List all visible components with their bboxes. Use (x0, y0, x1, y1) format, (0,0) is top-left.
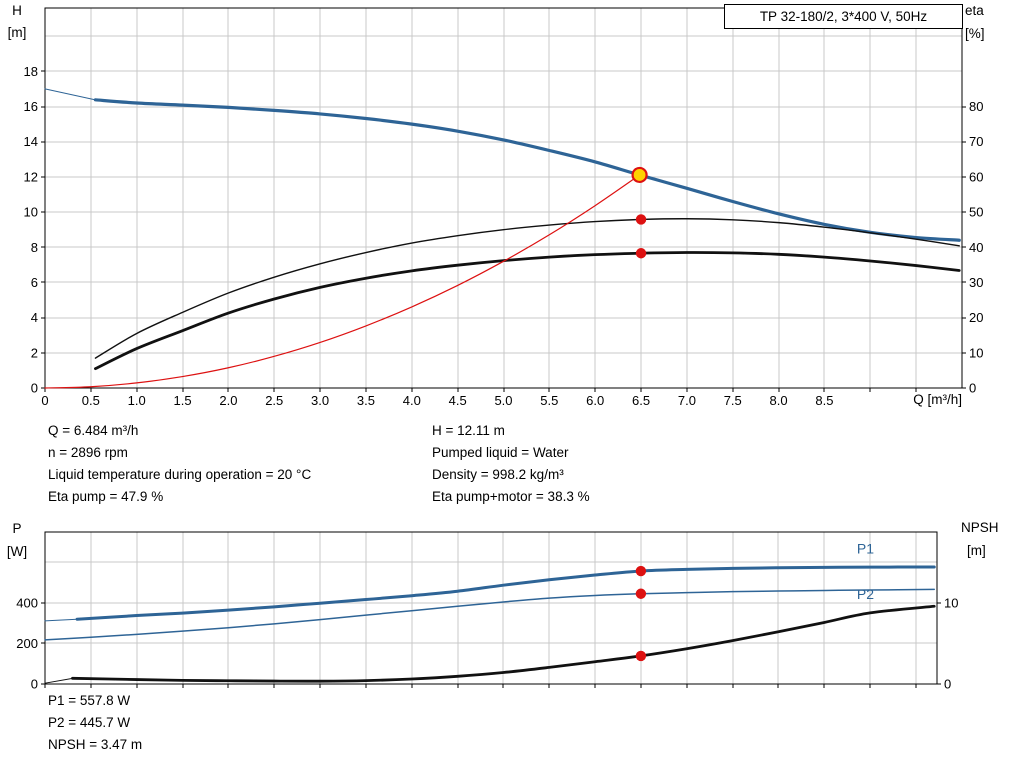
eta-pump-value: Eta pump = 47.9 % (48, 489, 164, 504)
x-tick-label: 4.0 (403, 393, 421, 408)
npsh-axis-unit: [m] (967, 543, 986, 558)
eta-pump-motor-value: Eta pump+motor = 38.3 % (432, 489, 590, 504)
left-tick-label: 6 (31, 275, 38, 290)
speed-value: n = 2896 rpm (48, 445, 128, 460)
right-tick-label: 10 (944, 596, 958, 611)
x-tick-label: 8.5 (815, 393, 833, 408)
right-tick-label: 60 (969, 169, 983, 184)
left-tick-label: 400 (16, 595, 38, 610)
head-value: H = 12.11 m (432, 423, 505, 438)
left-tick-label: 10 (24, 205, 38, 220)
x-tick-label: 7.5 (724, 393, 742, 408)
x-tick-label: 2.0 (219, 393, 237, 408)
x-tick-label: 4.5 (449, 393, 467, 408)
gridlines (45, 532, 937, 684)
duty-point-marker (631, 166, 648, 184)
p2-curve (44, 588, 935, 641)
x-tick-label: 0.5 (82, 393, 100, 408)
tick-labels: 0 200 400 0 10 (16, 595, 958, 691)
left-tick-label: 8 (31, 240, 38, 255)
q-axis-title: Q [m³/h] (913, 392, 962, 407)
npsh-value: NPSH = 3.47 m (48, 737, 143, 752)
right-tick-label: 20 (969, 310, 983, 325)
right-tick-label: 50 (969, 205, 983, 220)
p1-point-marker (635, 565, 647, 577)
x-tick-label: 7.0 (678, 393, 696, 408)
operating-data-left: Q = 6.484 m³/h n = 2896 rpm Liquid tempe… (48, 420, 311, 508)
power-npsh-results: P1 = 557.8 W P2 = 445.7 W NPSH = 3.47 m (48, 690, 142, 756)
load-curve-curve (44, 174, 641, 389)
left-tick-label: 16 (24, 99, 38, 114)
x-tick-label: 3.0 (311, 393, 329, 408)
left-tick-label: 0 (31, 381, 38, 396)
liquid-temperature-value: Liquid temperature during operation = 20… (48, 467, 312, 482)
plot-border (44, 7, 963, 389)
h-axis-title: H (12, 3, 22, 18)
left-tick-label: 200 (16, 636, 38, 651)
axis-ticks (41, 602, 941, 688)
x-tick-label: 5.0 (494, 393, 512, 408)
p1-curve (75, 565, 936, 621)
eta-pump-motor-curve (94, 251, 961, 371)
x-tick-label: 6.5 (632, 393, 650, 408)
left-tick-label: 2 (31, 345, 38, 360)
pump-title-box: TP 32-180/2, 3*400 V, 50Hz (724, 4, 963, 29)
p2-label: P2 (857, 586, 874, 602)
left-tick-label: 14 (24, 134, 38, 149)
right-tick-label: 30 (969, 275, 983, 290)
eta-axis-title: eta (965, 3, 984, 18)
npsh-curve (71, 604, 936, 683)
left-tick-label: 4 (31, 310, 38, 325)
tick-labels: 0 0.5 1.0 1.5 2.0 2.5 3.0 3.5 4.0 4.5 5.0 5.5 6.0 6.5… (24, 64, 984, 408)
axis-ticks (41, 70, 966, 392)
right-tick-label: 80 (969, 99, 983, 114)
x-tick-label: 0 (41, 393, 48, 408)
right-tick-label: 10 (969, 345, 983, 360)
x-tick-label: 1.5 (174, 393, 192, 408)
right-tick-label: 70 (969, 134, 983, 149)
npsh-lead-curve (44, 677, 74, 684)
p-axis-unit: [W] (6, 544, 28, 559)
left-tick-label: 18 (24, 64, 38, 79)
eta-pump-motor-point-marker (635, 248, 647, 259)
p2-point-marker (635, 588, 647, 599)
eta-pump-point-marker (635, 214, 647, 225)
x-tick-label: 5.5 (540, 393, 558, 408)
eta-pump-curve (94, 218, 960, 359)
x-tick-label: 6.0 (586, 393, 604, 408)
right-tick-label: 40 (969, 240, 983, 255)
density-value: Density = 998.2 kg/m³ (432, 467, 564, 482)
eta-axis-unit: [%] (965, 26, 985, 41)
p1-value: P1 = 557.8 W (48, 693, 131, 708)
left-tick-label: 12 (24, 169, 38, 184)
p1-label: P1 (857, 541, 874, 557)
x-tick-label: 8.0 (770, 393, 788, 408)
x-tick-label: 3.5 (357, 393, 375, 408)
pumped-liquid-value: Pumped liquid = Water (432, 445, 569, 460)
x-tick-label: 2.5 (265, 393, 283, 408)
head-lead-curve (44, 88, 96, 101)
npsh-axis-title: NPSH (961, 520, 999, 535)
p2-value: P2 = 445.7 W (48, 715, 131, 730)
left-tick-label: 0 (31, 677, 38, 692)
right-tick-label: 0 (969, 381, 976, 396)
head-curve (93, 98, 961, 242)
p-axis-title: P (12, 521, 22, 536)
h-axis-unit: [m] (7, 25, 27, 40)
right-tick-label: 0 (944, 677, 951, 692)
plot-border (44, 531, 938, 685)
x-tick-label: 1.0 (128, 393, 146, 408)
operating-data-right: H = 12.11 m Pumped liquid = Water Densit… (432, 420, 590, 508)
npsh-point-marker (635, 650, 647, 662)
p1-lead-curve (44, 618, 78, 622)
flow-value: Q = 6.484 m³/h (48, 423, 139, 438)
